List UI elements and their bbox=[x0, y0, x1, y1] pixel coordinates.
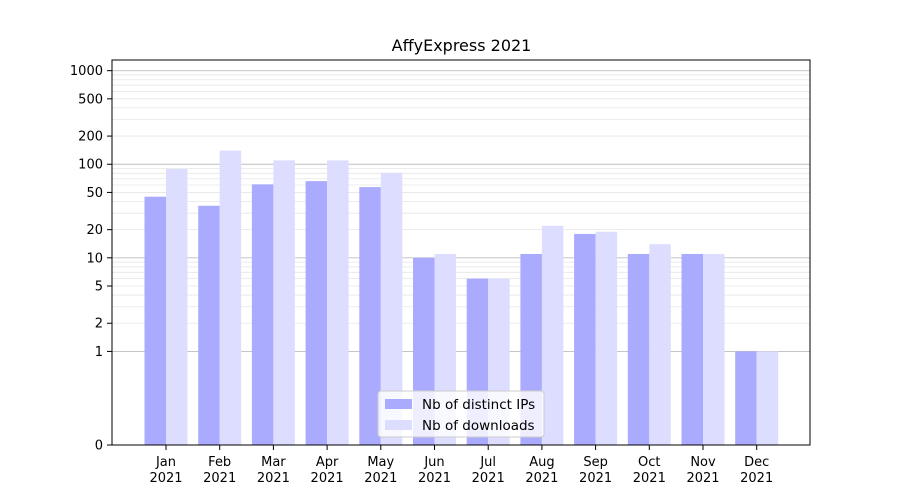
legend-box bbox=[377, 390, 545, 438]
x-tick-label-year: 2021 bbox=[579, 471, 612, 486]
bar-downloads-mar bbox=[273, 160, 295, 445]
x-tick-label-year: 2021 bbox=[257, 471, 290, 486]
y-tick-label: 20 bbox=[86, 223, 103, 238]
x-tick-label-month: Feb bbox=[208, 455, 231, 470]
bar-downloads-apr bbox=[327, 160, 349, 445]
x-tick-label-year: 2021 bbox=[203, 471, 236, 486]
x-tick-label-month: Nov bbox=[690, 455, 716, 470]
legend-label: Nb of downloads bbox=[422, 418, 535, 434]
legend-label: Nb of distinct IPs bbox=[422, 397, 535, 413]
chart-title: AffyExpress 2021 bbox=[392, 36, 532, 55]
bar-distinct-ips-apr bbox=[305, 181, 328, 445]
y-tick-label: 100 bbox=[78, 158, 103, 173]
bar-distinct-ips-feb bbox=[198, 205, 220, 445]
y-tick-label: 5 bbox=[95, 280, 103, 295]
x-tick-label-month: Sep bbox=[583, 455, 608, 470]
bar-downloads-may bbox=[380, 172, 403, 445]
x-tick-label-year: 2021 bbox=[633, 471, 666, 486]
legend: Nb of distinct IPs Nb of downloads bbox=[377, 390, 545, 438]
bar-downloads-feb bbox=[219, 150, 242, 445]
bar-distinct-ips-may bbox=[359, 187, 381, 445]
x-tick-label-month: May bbox=[367, 455, 394, 470]
bar-downloads-jan bbox=[166, 168, 188, 445]
x-tick-label-year: 2021 bbox=[525, 471, 558, 486]
x-tick-label-month: Apr bbox=[316, 455, 339, 470]
y-tick-label: 1 bbox=[95, 345, 103, 360]
bar-downloads-sep bbox=[595, 231, 618, 445]
bar-downloads-nov bbox=[703, 253, 725, 445]
x-tick-label-month: Oct bbox=[638, 455, 660, 470]
x-tick-label-year: 2021 bbox=[740, 471, 773, 486]
x-tick-label-month: Aug bbox=[529, 455, 554, 470]
bar-downloads-oct bbox=[649, 244, 671, 445]
x-tick-label-month: Jan bbox=[155, 455, 176, 470]
y-tick-label: 500 bbox=[78, 92, 103, 107]
bar-distinct-ips-oct bbox=[627, 253, 650, 445]
legend-swatch bbox=[385, 420, 412, 430]
x-tick-label-month: Mar bbox=[261, 455, 286, 470]
plot-frame bbox=[111, 59, 811, 446]
legend-swatch bbox=[385, 399, 412, 409]
y-tick-label: 1000 bbox=[70, 64, 103, 79]
bar-distinct-ips-jan bbox=[144, 196, 166, 445]
x-tick-label-year: 2021 bbox=[472, 471, 505, 486]
y-tick-label: 2 bbox=[95, 317, 103, 332]
y-tick-label: 200 bbox=[78, 130, 103, 145]
axes: 01251020501002005001000Jan2021Feb2021Mar… bbox=[70, 59, 811, 486]
y-tick-label: 50 bbox=[86, 186, 103, 201]
bar-downloads-aug bbox=[541, 225, 564, 445]
bar-downloads-dec bbox=[756, 351, 779, 445]
x-tick-label-month: Jun bbox=[423, 455, 444, 470]
x-tick-label-month: Dec bbox=[744, 455, 769, 470]
y-tick-label: 0 bbox=[95, 439, 103, 454]
x-tick-label-month: Jul bbox=[479, 455, 496, 470]
x-tick-label-year: 2021 bbox=[418, 471, 451, 486]
x-tick-label-year: 2021 bbox=[364, 471, 397, 486]
x-tick-label-year: 2021 bbox=[311, 471, 344, 486]
y-tick-label: 10 bbox=[86, 251, 103, 266]
x-tick-label-year: 2021 bbox=[686, 471, 719, 486]
bar-distinct-ips-mar bbox=[251, 184, 274, 445]
bar-distinct-ips-dec bbox=[735, 351, 757, 445]
x-tick-label-year: 2021 bbox=[149, 471, 182, 486]
bar-distinct-ips-nov bbox=[681, 253, 703, 445]
bar-distinct-ips-sep bbox=[574, 233, 596, 445]
